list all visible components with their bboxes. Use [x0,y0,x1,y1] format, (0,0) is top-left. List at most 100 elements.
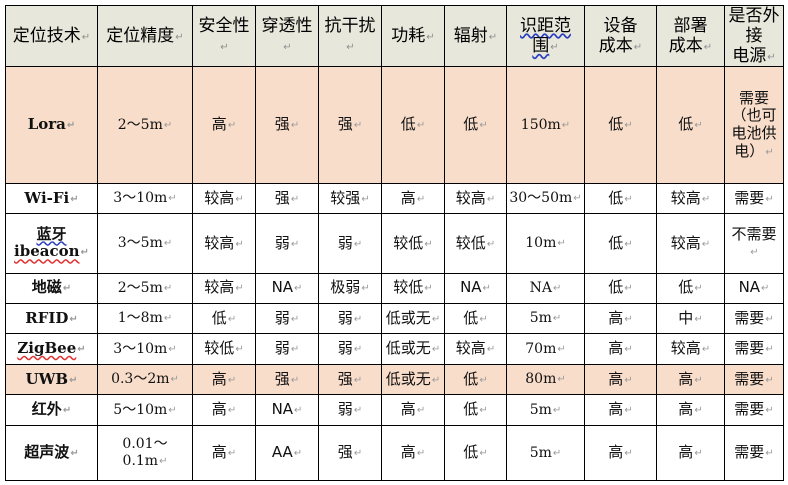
cell-detection-range[interactable]: 80m↵ [506,363,585,396]
cell-anti-interference[interactable]: 较强↵ [318,182,382,215]
cell-security[interactable]: 低↵ [192,302,256,335]
cell-anti-interference[interactable]: 强↵ [318,363,382,396]
cell-external-power[interactable]: 需要↵ [724,182,784,215]
cell-anti-interference[interactable]: 极弱↵ [318,272,382,304]
column-header-6[interactable]: 辐射↵ [444,4,507,68]
cell-detection-range[interactable]: 10m↵ [506,213,585,274]
table-row[interactable]: 超声波↵ 0.01～0.1m↵ 高↵ AA↵ 强↵ 高↵ 低↵ 5m↵ 高↵ 高↵ 需要↵ [5,424,784,482]
cell-device-cost[interactable]: 低↵ [584,182,657,215]
cell-external-power[interactable]: 需要↵ [724,363,784,396]
table-row[interactable]: 蓝牙 ibeacon↵ 3～5m↵ 较高↵ 弱↵ 弱↵ 较低↵ 较低↵ 10m↵ 低↵ 较高↵ 不需要… [5,213,784,274]
cell-accuracy[interactable]: 3～10m↵ [97,333,193,365]
cell-accuracy[interactable]: 3～10m↵ [97,182,193,215]
cell-device-cost[interactable]: 低↵ [584,272,657,304]
cell-power-consumption[interactable]: 低或无↵ [381,363,445,396]
table-row[interactable]: Lora↵ 2～5m↵ 高↵ 强↵ 强↵ 低↵ 低↵ 150m↵ 低↵ 低↵ 需要（也可 电池供电）↵ [5,66,784,184]
cell-penetration[interactable]: NA↵ [255,394,319,426]
cell-security[interactable]: 较高↵ [192,182,256,215]
cell-anti-interference[interactable]: 弱↵ [318,302,382,335]
cell-radiation[interactable]: 低↵ [444,394,507,426]
cell-penetration[interactable]: NA↵ [255,272,319,304]
cell-device-cost[interactable]: 高↵ [584,394,657,426]
cell-power-consumption[interactable]: 高↵ [381,424,445,482]
cell-technology-name[interactable]: UWB↵ [5,363,98,396]
cell-technology-name[interactable]: 地磁↵ [5,272,98,304]
cell-deployment-cost[interactable]: 低↵ [656,272,725,304]
table-row[interactable]: RFID↵ 1～8m↵ 低↵ 弱↵ 弱↵ 低或无↵ 低↵ 5m↵ 高↵ 中↵ 需要↵ [5,302,784,335]
cell-accuracy[interactable]: 2～5m↵ [97,66,193,184]
cell-security[interactable]: 高↵ [192,424,256,482]
cell-radiation[interactable]: 较高↵ [444,333,507,365]
cell-accuracy[interactable]: 0.3～2m↵ [97,363,193,396]
cell-security[interactable]: 较高↵ [192,213,256,274]
cell-security[interactable]: 较高↵ [192,272,256,304]
cell-radiation[interactable]: 较低↵ [444,213,507,274]
cell-power-consumption[interactable]: 低或无↵ [381,302,445,335]
cell-deployment-cost[interactable]: 高↵ [656,424,725,482]
cell-penetration[interactable]: 强↵ [255,182,319,215]
table-row[interactable]: 红外↵ 5～10m↵ 高↵ NA↵ 弱↵ 高↵ 低↵ 5m↵ 高↵ 高↵ 需要↵ [5,394,784,426]
cell-external-power[interactable]: 需要↵ [724,302,784,335]
cell-security[interactable]: 高↵ [192,66,256,184]
table-row[interactable]: 地磁↵ 2～5m↵ 较高↵ NA↵ 极弱↵ 较低↵ NA↵ NA↵ 低↵ 低↵ NA↵ [5,272,784,304]
cell-external-power[interactable]: 需要↵ [724,394,784,426]
cell-accuracy[interactable]: 0.01～0.1m↵ [97,424,193,482]
positioning-technology-comparison-table[interactable]: 定位技术↵ 定位精度↵ 安全性↵ 穿透性↵ 抗干扰↵ 功耗↵ 辐射↵ 识距范 围↵ 设备 成本↵ 部署… [5,4,784,482]
cell-penetration[interactable]: 弱↵ [255,302,319,335]
cell-deployment-cost[interactable]: 中↵ [656,302,725,335]
cell-accuracy[interactable]: 1～8m↵ [97,302,193,335]
cell-deployment-cost[interactable]: 较高↵ [656,213,725,274]
column-header-8[interactable]: 设备 成本↵ [584,4,657,68]
cell-technology-name[interactable]: Lora↵ [5,66,98,184]
cell-anti-interference[interactable]: 弱↵ [318,213,382,274]
cell-penetration[interactable]: 弱↵ [255,213,319,274]
column-header-1[interactable]: 定位精度↵ [97,4,193,68]
table-row[interactable]: Wi-Fi↵ 3～10m↵ 较高↵ 强↵ 较强↵ 高↵ 较高↵ 30～50m↵ 低↵ 较高↵ 需要↵ [5,182,784,215]
cell-security[interactable]: 高↵ [192,394,256,426]
cell-deployment-cost[interactable]: 较高↵ [656,182,725,215]
cell-accuracy[interactable]: 5～10m↵ [97,394,193,426]
cell-penetration[interactable]: 弱↵ [255,333,319,365]
cell-device-cost[interactable]: 低↵ [584,66,657,184]
column-header-9[interactable]: 部署 成本↵ [656,4,725,68]
cell-device-cost[interactable]: 高↵ [584,424,657,482]
column-header-2[interactable]: 安全性 ↵ [192,4,256,68]
cell-technology-name[interactable]: 红外↵ [5,394,98,426]
cell-security[interactable]: 较低↵ [192,333,256,365]
cell-accuracy[interactable]: 3～5m↵ [97,213,193,274]
cell-deployment-cost[interactable]: 高↵ [656,363,725,396]
cell-external-power[interactable]: NA↵ [724,272,784,304]
cell-radiation[interactable]: NA↵ [444,272,507,304]
cell-anti-interference[interactable]: 强↵ [318,424,382,482]
cell-radiation[interactable]: 低↵ [444,66,507,184]
cell-detection-range[interactable]: 5m↵ [506,302,585,335]
cell-penetration[interactable]: 强↵ [255,363,319,396]
cell-accuracy[interactable]: 2～5m↵ [97,272,193,304]
cell-deployment-cost[interactable]: 较高↵ [656,333,725,365]
cell-power-consumption[interactable]: 低或无↵ [381,333,445,365]
cell-anti-interference[interactable]: 弱↵ [318,394,382,426]
cell-external-power[interactable]: 不需要 ↵ [724,213,784,274]
cell-external-power[interactable]: 需要（也可 电池供电）↵ [724,66,784,184]
cell-penetration[interactable]: AA↵ [255,424,319,482]
cell-deployment-cost[interactable]: 低↵ [656,66,725,184]
cell-technology-name[interactable]: 蓝牙 ibeacon↵ [5,213,98,274]
cell-deployment-cost[interactable]: 高↵ [656,394,725,426]
cell-radiation[interactable]: 低↵ [444,363,507,396]
column-header-10[interactable]: 是否外接 电源↵ [724,4,784,68]
column-header-0[interactable]: 定位技术↵ [5,4,98,68]
cell-technology-name[interactable]: Wi-Fi↵ [5,182,98,215]
table-row[interactable]: UWB↵ 0.3～2m↵ 高↵ 强↵ 强↵ 低或无↵ 低↵ 80m↵ 高↵ 高↵ 需要↵ [5,363,784,396]
cell-detection-range[interactable]: 150m↵ [506,66,585,184]
cell-power-consumption[interactable]: 高↵ [381,182,445,215]
column-header-7[interactable]: 识距范 围↵ [506,4,585,68]
cell-detection-range[interactable]: 70m↵ [506,333,585,365]
cell-detection-range[interactable]: 30～50m↵ [506,182,585,215]
cell-security[interactable]: 高↵ [192,363,256,396]
cell-detection-range[interactable]: 5m↵ [506,394,585,426]
column-header-5[interactable]: 功耗↵ [381,4,445,68]
cell-anti-interference[interactable]: 弱↵ [318,333,382,365]
column-header-4[interactable]: 抗干扰 ↵ [318,4,382,68]
table-row[interactable]: ZigBee↵ 3～10m↵ 较低↵ 弱↵ 弱↵ 低或无↵ 较高↵ 70m↵ 高↵ 较高↵ 需要↵ [5,333,784,365]
cell-technology-name[interactable]: ZigBee↵ [5,333,98,365]
